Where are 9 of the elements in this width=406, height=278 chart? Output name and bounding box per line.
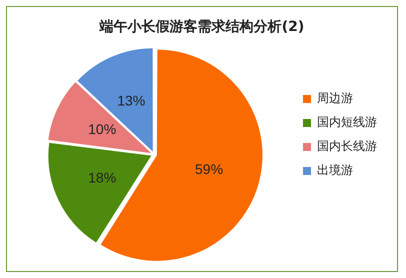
data-label: 13% <box>117 92 146 109</box>
legend-label: 国内短线游 <box>317 115 377 130</box>
legend-label: 出境游 <box>317 163 353 178</box>
data-label: 10% <box>88 120 116 137</box>
legend-label: 周边游 <box>317 91 353 106</box>
chart-title: 端午小长假游客需求结构分析(2) <box>98 18 304 36</box>
data-label: 18% <box>88 170 116 186</box>
legend-label: 国内长线游 <box>317 139 377 154</box>
data-label: 59% <box>195 161 224 178</box>
